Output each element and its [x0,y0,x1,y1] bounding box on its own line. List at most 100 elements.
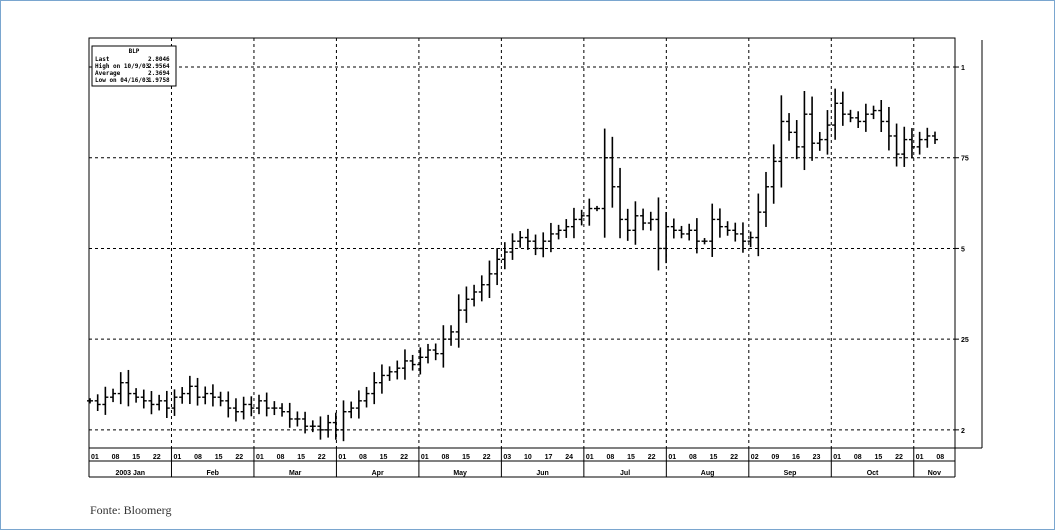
price-bar [524,228,531,250]
price-bar [862,103,869,132]
price-bar [110,388,117,403]
price-bar [294,411,301,427]
week-tick-label: 23 [813,454,821,461]
week-tick-label: 15 [380,454,388,461]
price-bar [816,131,823,151]
y-tick-label: 5 [961,246,965,253]
week-tick-label: 08 [194,454,202,461]
price-bars [87,88,938,442]
legend-label-average: Average [95,70,121,77]
week-tick-label: 01 [668,454,676,461]
price-bar [832,88,839,140]
month-label: Oct [867,470,879,477]
week-tick-label: 17 [545,454,553,461]
price-bar [670,218,677,239]
price-bar [171,389,178,416]
price-bar [332,412,339,440]
price-bar [655,197,662,271]
price-bar [455,294,462,348]
price-bar [363,386,370,408]
price-bar [148,391,155,415]
week-tick-label: 22 [318,454,326,461]
week-tick-label: 15 [132,454,140,461]
price-bar [386,366,393,381]
price-bar [348,401,355,419]
month-label: Jul [620,470,630,477]
price-bar [232,398,239,422]
week-tick-label: 22 [648,454,656,461]
month-label: Nov [928,470,941,477]
source-note: Fonte: Bloomerg [90,503,172,517]
week-tick-label: 03 [503,454,511,461]
price-bar [647,211,654,231]
price-bar [547,222,554,253]
price-bar [156,394,163,411]
price-bar [133,388,140,403]
price-bar [378,364,385,394]
price-bar [432,343,439,361]
price-bar [202,386,209,405]
price-bar [793,120,800,160]
price-bar [617,167,624,239]
week-tick-label: 08 [359,454,367,461]
week-tick-label: 15 [627,454,635,461]
week-tick-label: 01 [833,454,841,461]
price-bar [463,286,470,323]
legend-value-average: 2.3694 [148,70,170,77]
price-bar [540,232,547,258]
price-bar [240,396,247,420]
price-bar [440,325,447,368]
price-bar [739,222,746,253]
legend-box [91,45,177,87]
price-bar [594,205,600,212]
price-bar [609,136,616,208]
price-bar [94,394,101,411]
price-bar [425,343,431,364]
price-bar [809,96,816,161]
price-bar [509,233,516,260]
y-tick-label: 1 [961,65,965,72]
month-label: Mar [289,470,302,477]
price-bar [486,260,493,299]
plot-frame [88,37,956,449]
price-bar [448,325,455,346]
price-bar [755,193,762,257]
price-bar [924,127,931,148]
month-label: Feb [206,470,218,477]
month-label: May [453,470,467,477]
price-bar [693,218,700,254]
week-tick-label: 24 [565,454,573,461]
price-bar [570,207,577,239]
week-tick-label: 16 [792,454,800,461]
week-tick-label: 22 [730,454,738,461]
week-tick-label: 02 [751,454,759,461]
price-bar [125,369,132,407]
price-bar [279,403,286,417]
week-tick-label: 01 [421,454,429,461]
price-bar [847,109,854,123]
price-bar [271,401,278,416]
week-tick-label: 01 [916,454,924,461]
price-bar [225,391,232,418]
price-bar [716,208,723,238]
week-tick-label: 08 [606,454,614,461]
week-tick-label: 22 [895,454,903,461]
price-bar [256,394,262,415]
week-tick-label: 22 [153,454,161,461]
price-bar [217,391,224,407]
week-tick-label: 08 [112,454,120,461]
price-bar [209,384,216,407]
legend-value-low: 1.9758 [148,77,170,84]
price-bar [663,211,670,264]
week-tick-label: 08 [442,454,450,461]
y-tick-label: 25 [961,337,969,344]
price-bar [179,387,186,404]
price-bar [578,209,585,226]
legend-value-last: 2.8046 [148,56,170,63]
price-bar [747,231,754,248]
price-bar [317,416,324,440]
price-bar [309,420,316,433]
week-tick-label: 15 [710,454,718,461]
price-bar [586,198,593,226]
price-bar [916,131,923,155]
